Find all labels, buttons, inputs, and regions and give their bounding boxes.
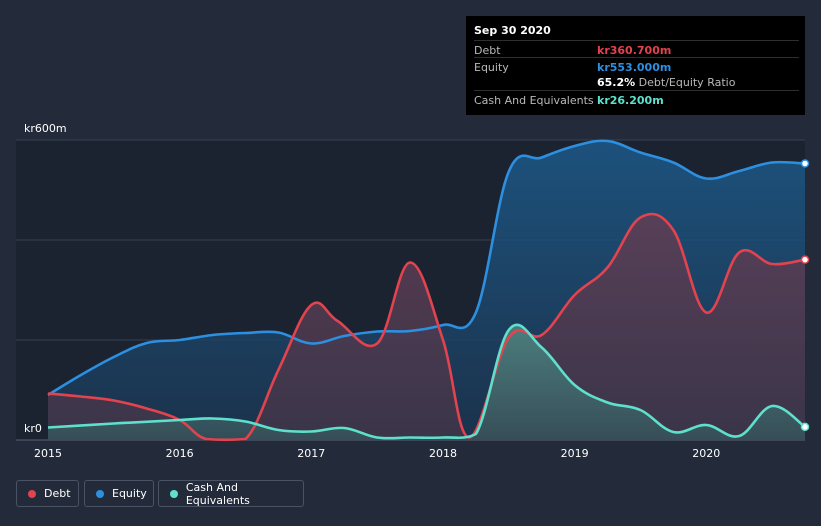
tooltip-cash-label: Cash And Equivalents <box>474 94 594 107</box>
legend-debt-label: Debt <box>44 487 71 500</box>
x-tick-label: 2017 <box>297 447 325 460</box>
legend-item-cash[interactable]: Cash And Equivalents <box>158 480 304 507</box>
tooltip-row-debt: Debt kr360.700m <box>474 40 799 57</box>
tooltip-cash-value: kr26.200m <box>597 94 664 107</box>
x-tick-label: 2016 <box>166 447 194 460</box>
tooltip-row-cash: Cash And Equivalents kr26.200m <box>474 90 799 107</box>
x-tick-label: 2020 <box>692 447 720 460</box>
tooltip: Sep 30 2020 Debt kr360.700m Equity kr553… <box>466 16 805 115</box>
legend-item-debt[interactable]: Debt <box>16 480 79 507</box>
tooltip-equity-value: kr553.000m <box>597 61 672 74</box>
tooltip-row-ratio: 65.2% Debt/Equity Ratio <box>474 73 799 89</box>
x-tick-label: 2015 <box>34 447 62 460</box>
cash-legend-dot-icon <box>170 489 178 498</box>
equity-line <box>47 139 806 397</box>
tooltip-equity-label: Equity <box>474 61 509 74</box>
debt-end-marker <box>800 255 810 264</box>
y-tick-label: kr600m <box>24 122 67 135</box>
cash-and-equivalents-line <box>47 323 806 440</box>
tooltip-debt-value: kr360.700m <box>597 44 672 57</box>
equity-end-marker <box>800 159 810 168</box>
x-tick-label: 2019 <box>561 447 589 460</box>
x-tick-label: 2018 <box>429 447 457 460</box>
legend-cash-label: Cash And Equivalents <box>185 480 250 507</box>
tooltip-row-equity: Equity kr553.000m <box>474 57 799 74</box>
cash-and-equivalents-end-marker <box>800 422 810 432</box>
cash-and-equivalents-area <box>48 324 805 440</box>
tooltip-date: Sep 30 2020 <box>474 24 551 37</box>
equity-legend-dot-icon <box>96 489 104 498</box>
debt-legend-dot-icon <box>28 489 36 498</box>
debt-area <box>48 213 805 440</box>
tooltip-debt-label: Debt <box>474 44 501 57</box>
legend-item-equity[interactable]: Equity <box>84 480 154 507</box>
tooltip-ratio-text: Debt/Equity Ratio <box>638 76 736 89</box>
tooltip-ratio-value: 65.2% <box>597 76 636 89</box>
y-tick-label: kr0 <box>24 422 42 435</box>
legend-equity-label: Equity <box>112 487 147 500</box>
